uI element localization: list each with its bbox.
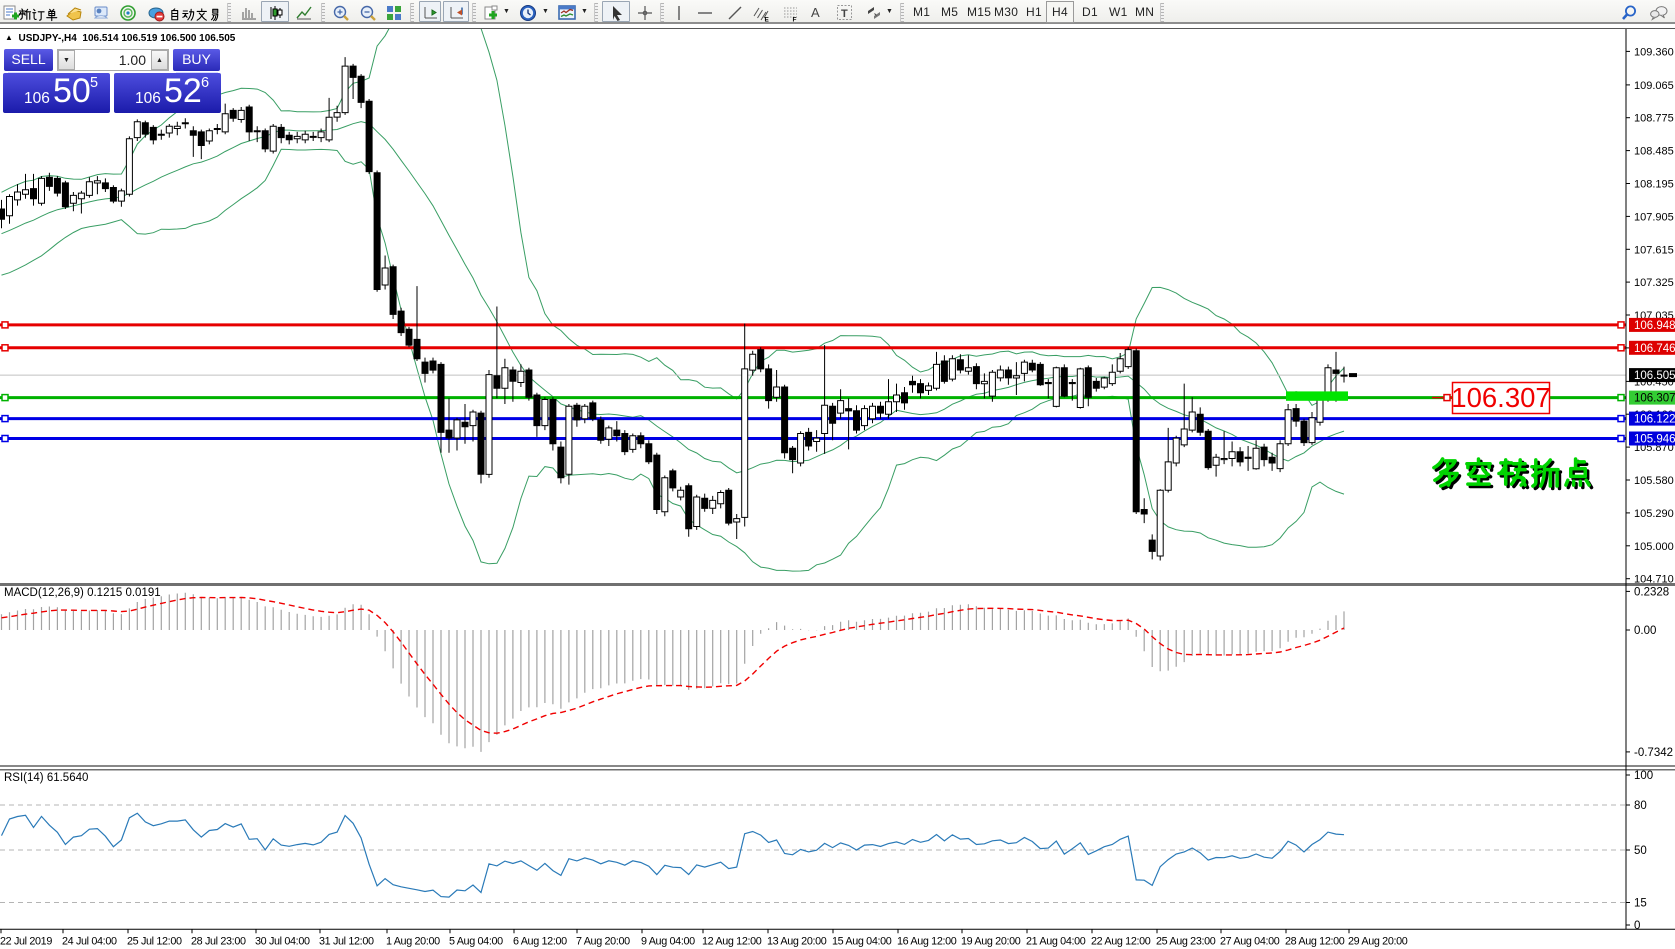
svg-text:105.946: 105.946 [1634,434,1675,446]
svg-text:108.485: 108.485 [1634,146,1674,158]
svg-text:24 Jul 04:00: 24 Jul 04:00 [62,935,117,947]
svg-text:F: F [793,17,797,23]
svg-text:29 Aug 20:00: 29 Aug 20:00 [1348,935,1408,947]
svg-text:107.905: 107.905 [1634,211,1674,223]
svg-text:28 Jul 23:00: 28 Jul 23:00 [191,935,246,947]
svg-text:106.948: 106.948 [1634,320,1675,332]
svg-text:31 Jul 12:00: 31 Jul 12:00 [319,935,374,947]
svg-text:105.290: 105.290 [1634,508,1674,520]
svg-text:0.00: 0.00 [1634,625,1656,637]
svg-text:22 Aug 12:00: 22 Aug 12:00 [1091,935,1151,947]
svg-text:13 Aug 20:00: 13 Aug 20:00 [767,935,827,947]
svg-text:21 Aug 04:00: 21 Aug 04:00 [1026,935,1086,947]
svg-text:105.580: 105.580 [1634,475,1674,487]
svg-text:25 Aug 23:00: 25 Aug 23:00 [1156,935,1216,947]
svg-text:5 Aug 04:00: 5 Aug 04:00 [449,935,503,947]
svg-text:T: T [841,8,848,20]
svg-text:107.325: 107.325 [1634,277,1674,289]
svg-text:106.307: 106.307 [1451,382,1550,413]
svg-text:100: 100 [1634,770,1653,782]
svg-text:1 Aug 20:00: 1 Aug 20:00 [386,935,440,947]
svg-text:6 Aug 12:00: 6 Aug 12:00 [513,935,567,947]
svg-text:0.2328: 0.2328 [1634,586,1669,598]
svg-text:30 Jul 04:00: 30 Jul 04:00 [255,935,310,947]
svg-text:80: 80 [1634,800,1647,812]
svg-text:12 Aug 12:00: 12 Aug 12:00 [702,935,762,947]
svg-text:108.195: 108.195 [1634,179,1674,191]
svg-text:28 Aug 12:00: 28 Aug 12:00 [1285,935,1345,947]
svg-text:106.122: 106.122 [1634,414,1675,426]
svg-text:-0.7342: -0.7342 [1634,747,1673,759]
svg-text:50: 50 [1634,845,1647,857]
svg-text:109.360: 109.360 [1634,46,1674,58]
svg-text:106.307: 106.307 [1634,393,1675,405]
svg-text:16 Aug 12:00: 16 Aug 12:00 [897,935,957,947]
svg-text:25 Jul 12:00: 25 Jul 12:00 [127,935,182,947]
svg-text:7 Aug 20:00: 7 Aug 20:00 [576,935,630,947]
svg-text:15 Aug 04:00: 15 Aug 04:00 [832,935,892,947]
svg-text:27 Aug 04:00: 27 Aug 04:00 [1220,935,1280,947]
svg-text:109.065: 109.065 [1634,80,1674,92]
svg-text:104.710: 104.710 [1634,574,1674,586]
svg-text:107.615: 107.615 [1634,244,1674,256]
svg-text:106.746: 106.746 [1634,343,1675,355]
svg-text:108.775: 108.775 [1634,113,1674,125]
svg-text:19 Aug 20:00: 19 Aug 20:00 [961,935,1021,947]
svg-text:22 Jul 2019: 22 Jul 2019 [0,935,52,947]
svg-text:106.505: 106.505 [1634,370,1675,382]
svg-text:0: 0 [1634,920,1640,932]
svg-text:15: 15 [1634,898,1647,910]
svg-text:E: E [765,17,770,23]
svg-text:RSI(14) 61.5640: RSI(14) 61.5640 [4,772,88,784]
svg-text:MACD(12,26,9) 0.1215 0.0191: MACD(12,26,9) 0.1215 0.0191 [4,587,161,599]
svg-text:9 Aug 04:00: 9 Aug 04:00 [641,935,695,947]
svg-text:105.000: 105.000 [1634,541,1674,553]
